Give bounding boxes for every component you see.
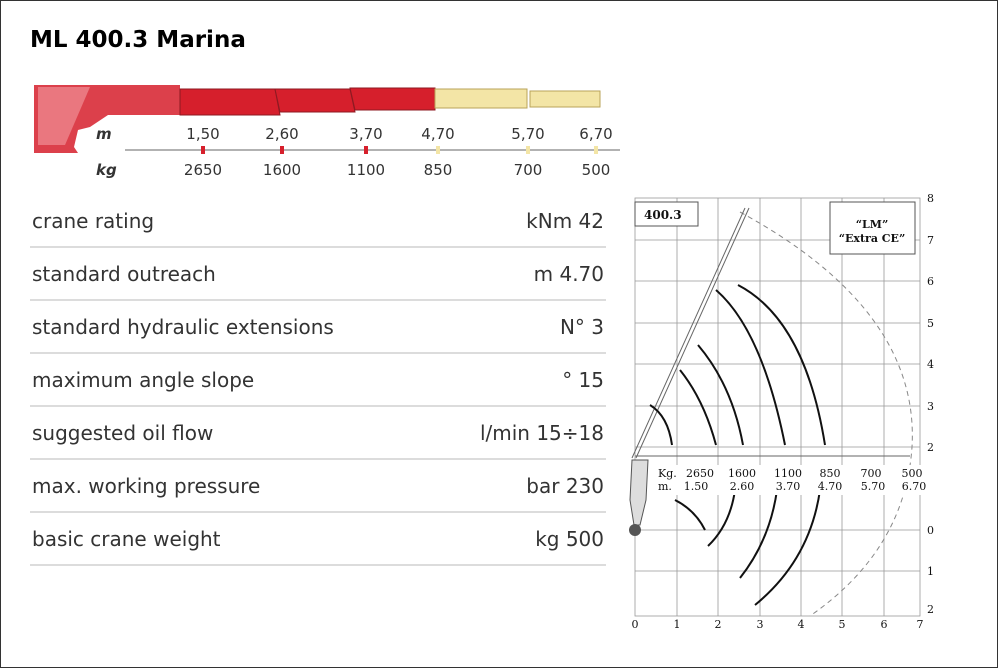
note-line-2: “Extra CE” [839,232,906,245]
boom-outreach-diagram: m kg 1,50 2,60 3,70 4,70 5,70 6,70 2650 … [34,85,620,179]
spec-value: ° 15 [562,368,604,392]
spec-label: max. working pressure [32,474,261,498]
marker-3 [364,146,368,154]
spec-label: suggested oil flow [32,421,214,445]
boom-outreach-3: 3,70 [349,125,382,143]
load-curves [649,284,826,606]
chart-load-4: 850 [820,467,841,480]
boom-section-1 [179,88,281,116]
y-tick-2: 2 [927,441,934,454]
x-tick-1: 1 [674,618,681,631]
marker-2 [280,146,284,154]
x-tick-3: 3 [757,618,764,631]
chart-load-5: 700 [861,467,882,480]
spec-row-oil-flow: suggested oil flow l/min 15÷18 [30,407,606,460]
spec-label: maximum angle slope [32,368,255,392]
spec-value: bar 230 [526,474,604,498]
y-tick-4: 4 [927,358,934,371]
spec-value: N° 3 [559,315,604,339]
chart-reach-5: 5.70 [861,480,886,493]
spec-row-working-pressure: max. working pressure bar 230 [30,460,606,513]
boom-outreach-1: 1,50 [186,125,219,143]
crane-column-icon [629,459,649,526]
chart-load-6: 500 [902,467,923,480]
spec-label: crane rating [32,209,155,233]
boom-section-4 [434,88,528,109]
boom-section-2 [274,88,356,113]
spec-value: kg 500 [535,527,604,551]
boom-section-3 [349,87,436,111]
chart-load-1: 2650 [686,467,714,480]
x-tick-2: 2 [715,618,722,631]
chart-reach-4: 4.70 [818,480,843,493]
spec-value: m 4.70 [533,262,604,286]
spec-label: standard outreach [32,262,216,286]
y-tick-lower-2: 2 [927,603,934,616]
x-tick-7: 7 [917,618,924,631]
load-table-bg [656,465,922,495]
spec-value: l/min 15÷18 [479,421,604,445]
crane-base-icon [629,524,641,536]
boom-load-3: 1100 [347,161,385,179]
chart-reach-3: 3.70 [776,480,801,493]
marker-5 [526,146,530,154]
spec-label: standard hydraulic extensions [32,315,334,339]
boom-load-6: 500 [582,161,611,179]
spec-row-angle-slope: maximum angle slope ° 15 [30,354,606,407]
chart-kg-label: Kg. [658,467,677,480]
x-tick-6: 6 [881,618,888,631]
chart-reach-2: 2.60 [730,480,755,493]
spec-value: kNm 42 [526,209,604,233]
boom-section-5 [529,90,601,108]
model-box [634,201,699,227]
chart-m-label: m. [658,480,672,493]
chart-load-3: 1100 [774,467,802,480]
chart-reach-1: 1.50 [684,480,709,493]
load-chart-diagram: 400.3 “LM” “Extra CE” Kg. m. 2650 1600 1… [629,192,934,631]
y-tick-5: 5 [927,317,934,330]
y-tick-3: 3 [927,400,934,413]
spec-label: basic crane weight [32,527,221,551]
chart-grid [634,197,921,617]
chart-load-2: 1600 [728,467,756,480]
marker-1 [201,146,205,154]
boom-outreach-5: 5,70 [511,125,544,143]
boom-m-label: m [96,125,112,143]
x-tick-0: 0 [632,618,639,631]
note-line-1: “LM” [856,218,889,231]
chart-reach-6: 6.70 [902,480,927,493]
boom-load-2: 1600 [263,161,301,179]
spec-row-crane-rating: crane rating kNm 42 [30,195,606,248]
y-tick-6: 6 [927,275,934,288]
x-tick-5: 5 [839,618,846,631]
spec-row-hydraulic-extensions: standard hydraulic extensions N° 3 [30,301,606,354]
boom-outreach-6: 6,70 [579,125,612,143]
max-reach-arc [739,211,913,617]
note-box [829,201,916,255]
spec-row-standard-outreach: standard outreach m 4.70 [30,248,606,301]
boom-load-4: 850 [424,161,453,179]
boom-load-5: 700 [514,161,543,179]
crane-column-highlight [38,87,90,145]
boom-outreach-4: 4,70 [421,125,454,143]
y-tick-8: 8 [927,192,934,205]
y-tick-7: 7 [927,234,934,247]
x-tick-4: 4 [798,618,805,631]
boom-outreach-2: 2,60 [265,125,298,143]
boom-kg-label: kg [96,161,117,179]
page-title: ML 400.3 Marina [30,27,246,53]
y-tick-lower-1: 1 [927,565,934,578]
boom-load-1: 2650 [184,161,222,179]
marker-4 [436,146,440,154]
model-box-label: 400.3 [644,208,682,222]
marker-6 [594,146,598,154]
specs-table: crane rating kNm 42 standard outreach m … [30,195,606,566]
boom-lines [631,207,910,459]
spec-row-crane-weight: basic crane weight kg 500 [30,513,606,566]
y-tick-lower-0: 0 [927,524,934,537]
